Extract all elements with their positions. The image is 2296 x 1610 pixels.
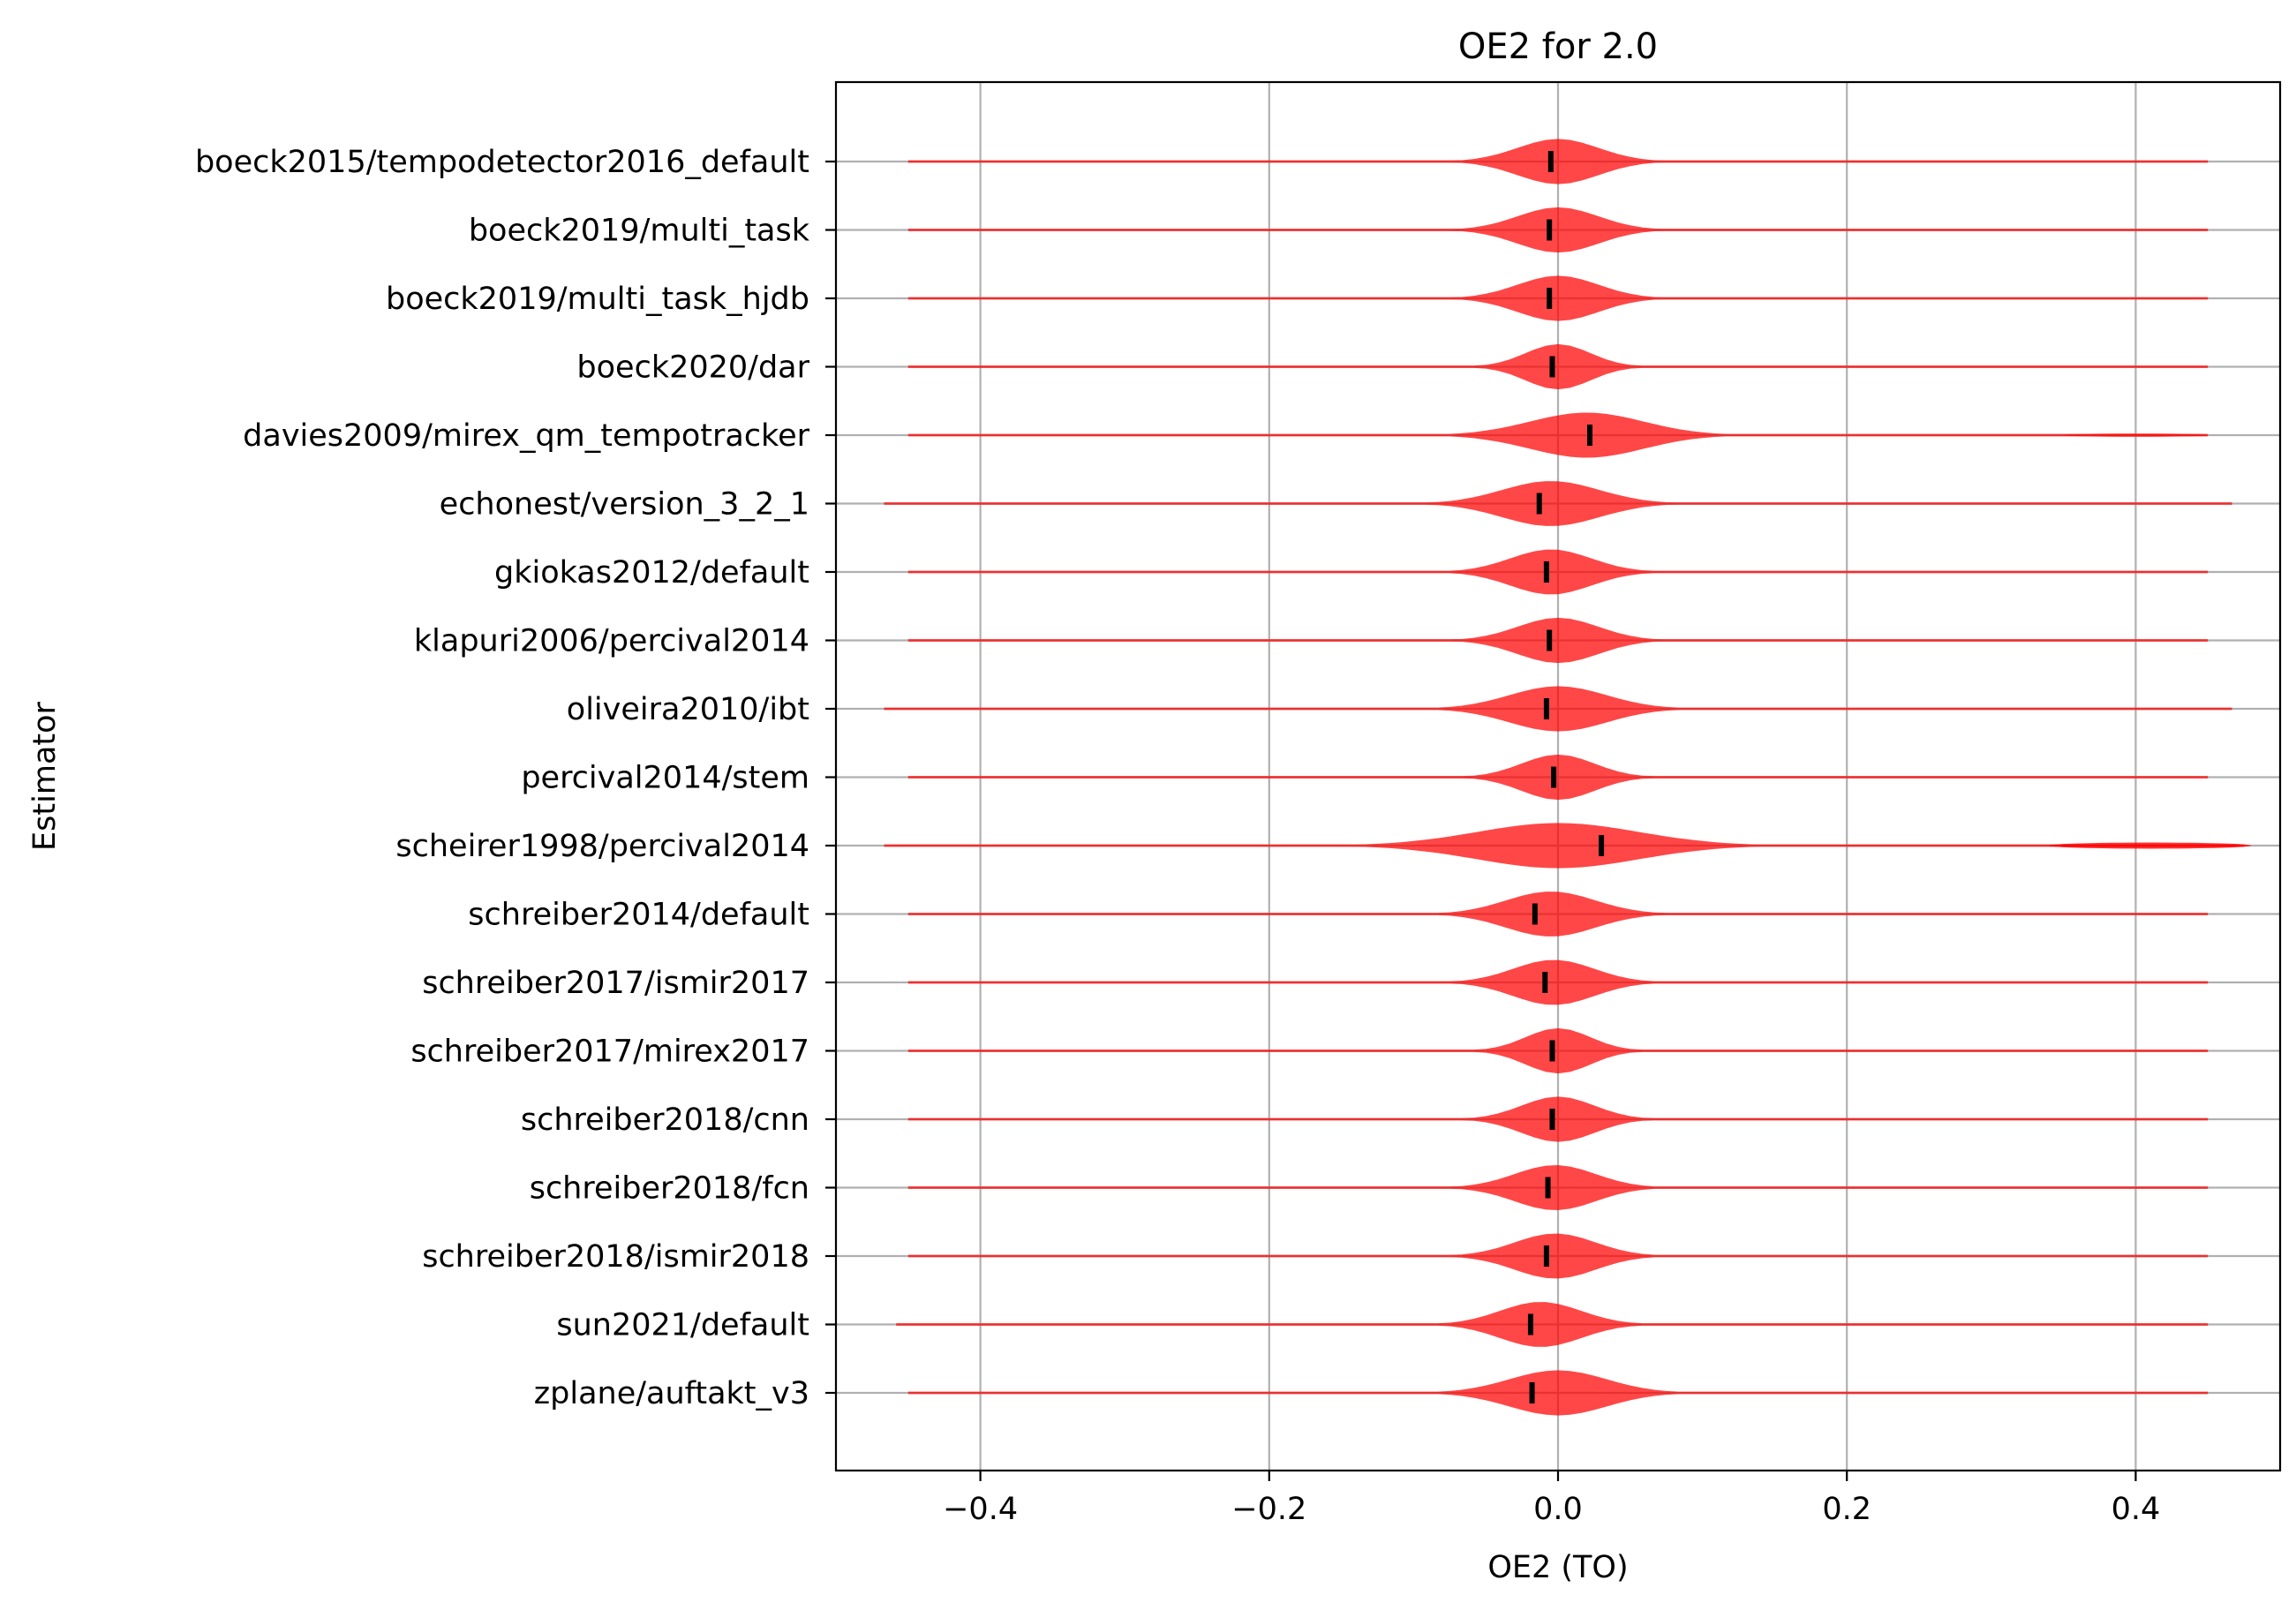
y-axis-label: Estimator — [27, 701, 63, 850]
y-tick-label: sun2021/default — [556, 1308, 809, 1343]
violin-shape — [907, 343, 2209, 390]
violin-shape — [896, 1302, 2209, 1347]
y-tick-label: boeck2020/dar — [576, 350, 809, 386]
y-tick-label: schreiber2017/ismir2017 — [422, 966, 809, 1001]
y-tick-label: schreiber2014/default — [468, 898, 809, 933]
x-tick-label: 0.2 — [1822, 1492, 1871, 1527]
violin-shape — [907, 959, 2209, 1005]
violin-shape — [884, 686, 2232, 732]
chart-title: OE2 for 2.0 — [1458, 26, 1658, 67]
violin-shape — [884, 823, 2245, 869]
y-tick-label: gkiokas2012/default — [494, 555, 809, 591]
violin-shape — [907, 139, 2209, 184]
violin-shape — [907, 892, 2209, 937]
median-layer — [1527, 151, 1605, 1403]
violin-shape — [907, 207, 2209, 253]
violin-secondary-mode — [2049, 842, 2252, 849]
violin-shape — [907, 617, 2209, 664]
x-axis-label: OE2 (TO) — [1487, 1550, 1628, 1585]
y-tick-label: oliveira2010/ibt — [567, 692, 809, 727]
violin-shape — [907, 412, 2209, 458]
y-tick-label: scheirer1998/percival2014 — [395, 829, 809, 864]
tick-layer: −0.4 −0.2 0.0 0.2 0.4 boeck2015/tempodetector… — [195, 145, 2160, 1527]
violin-shape — [907, 1233, 2209, 1279]
y-tick-label: davies2009/mirex_qm_tempotracker — [243, 418, 809, 454]
violin-shape — [907, 754, 2209, 801]
y-tick-label: schreiber2018/ismir2018 — [422, 1239, 809, 1275]
y-tick-label: schreiber2018/fcn — [530, 1171, 809, 1207]
x-tick-label: −0.2 — [1231, 1492, 1306, 1527]
violin-shape — [907, 1370, 2209, 1416]
y-tick-label: schreiber2017/mirex2017 — [410, 1034, 809, 1070]
x-tick-label: −0.4 — [943, 1492, 1018, 1527]
y-tick-label: zplane/auftakt_v3 — [534, 1376, 809, 1411]
y-tick-label: echonest/version_3_2_1 — [440, 487, 809, 523]
violin-shape — [907, 549, 2209, 595]
y-tick-label: klapuri2006/percival2014 — [414, 624, 809, 659]
x-tick-label: 0.4 — [2112, 1492, 2161, 1527]
violin-shape — [907, 1027, 2209, 1074]
y-tick-label: schreiber2018/cnn — [521, 1102, 809, 1138]
x-tick-label: 0.0 — [1533, 1492, 1583, 1527]
y-tick-label: boeck2019/multi_task_hjdb — [386, 282, 809, 317]
violin-shape — [907, 275, 2209, 321]
y-tick-label: boeck2019/multi_task — [469, 214, 810, 249]
violin-secondary-mode — [2063, 433, 2209, 437]
violin-shape — [907, 1096, 2209, 1142]
y-tick-label: percival2014/stem — [521, 761, 809, 796]
y-tick-label: boeck2015/tempodetector2016_default — [195, 145, 809, 180]
violin-shape — [907, 1165, 2209, 1210]
violin-shape — [884, 481, 2232, 526]
violin-layer — [884, 139, 2252, 1416]
